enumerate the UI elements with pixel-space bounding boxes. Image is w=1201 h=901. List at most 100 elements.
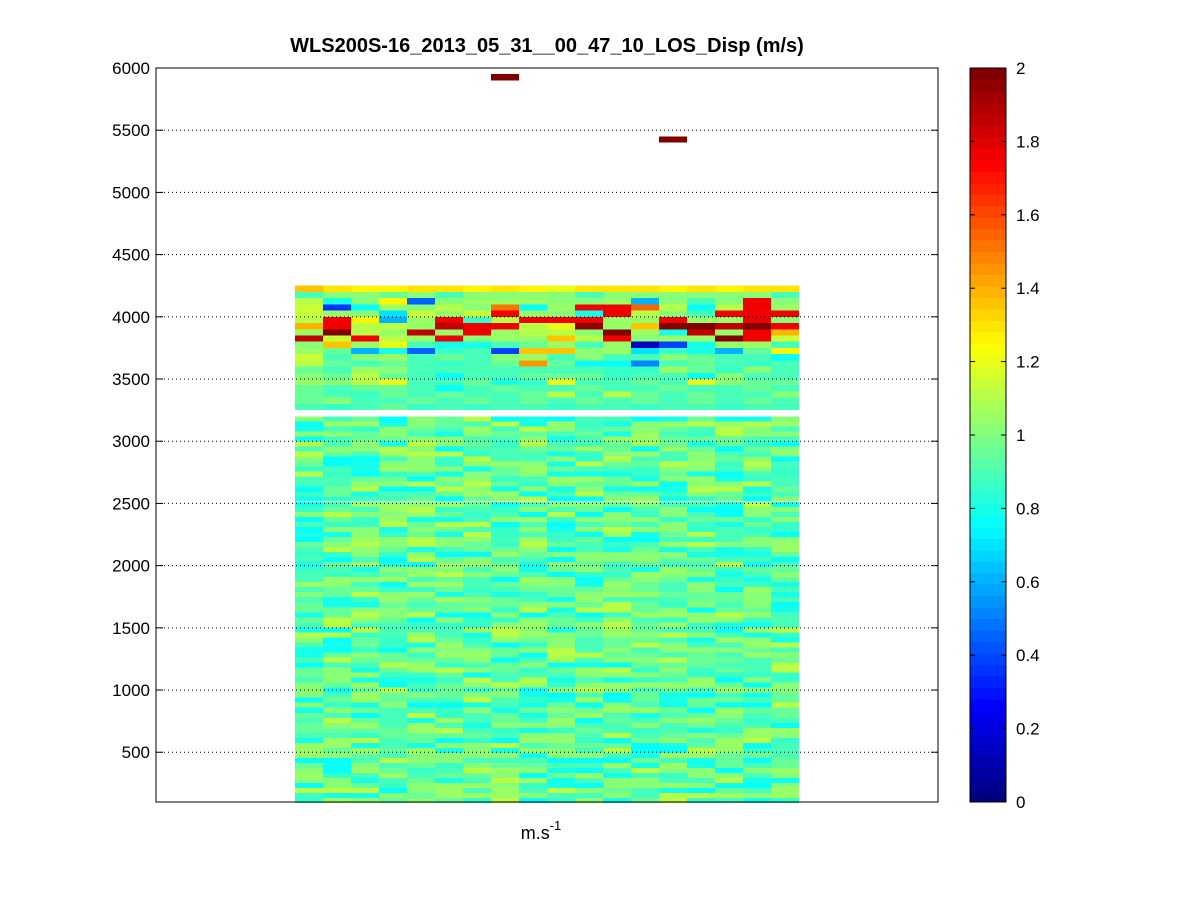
heatmap-cell	[491, 379, 519, 386]
heatmap-cell	[687, 481, 715, 487]
heatmap-cell	[575, 491, 603, 497]
heatmap-cell	[603, 298, 631, 305]
heatmap-cell	[575, 773, 603, 779]
heatmap-cell	[771, 768, 799, 774]
heatmap-cell	[407, 707, 435, 713]
heatmap-cell	[771, 354, 799, 361]
heatmap-cell	[715, 536, 743, 542]
heatmap-cell	[659, 642, 687, 648]
heatmap-cell	[379, 637, 407, 643]
heatmap-cell	[547, 642, 575, 648]
heatmap-cell	[519, 597, 547, 603]
heatmap-cell	[519, 773, 547, 779]
heatmap-cell	[547, 632, 575, 638]
heatmap-cell	[547, 521, 575, 527]
heatmap-cell	[435, 752, 463, 758]
heatmap-cell	[743, 572, 771, 578]
heatmap-cell	[491, 707, 519, 713]
colorbar-level	[970, 629, 1006, 643]
heatmap-cell	[743, 366, 771, 373]
heatmap-cell	[351, 742, 379, 748]
heatmap-cell	[631, 426, 659, 432]
heatmap-cell	[435, 677, 463, 683]
heatmap-cell	[295, 341, 323, 348]
heatmap-cell	[687, 441, 715, 447]
heatmap-cell	[323, 536, 351, 542]
y-axis-ticks: 5001000150020002500300035004000450050005…	[112, 59, 938, 762]
colorbar-tick-label: 0.6	[1016, 573, 1040, 592]
heatmap-cell	[323, 567, 351, 573]
heatmap-cell	[519, 702, 547, 708]
heatmap-cell	[519, 657, 547, 663]
heatmap-cell	[771, 752, 799, 758]
heatmap-cell	[463, 727, 491, 733]
heatmap-cell	[295, 496, 323, 502]
heatmap-cell	[687, 702, 715, 708]
heatmap-cell	[295, 335, 323, 342]
heatmap-cell	[575, 436, 603, 442]
heatmap-cell	[631, 607, 659, 613]
heatmap-cell	[491, 298, 519, 305]
heatmap-cell	[771, 627, 799, 633]
heatmap-cell	[323, 285, 351, 292]
heatmap-cell	[575, 526, 603, 532]
heatmap-cell	[435, 360, 463, 367]
colorbar-level	[970, 641, 1006, 654]
heatmap-cell	[771, 486, 799, 492]
heatmap-cell	[743, 551, 771, 558]
heatmap-cell	[407, 737, 435, 743]
heatmap-cell	[379, 752, 407, 758]
heatmap-cell	[631, 551, 659, 558]
heatmap-cell	[379, 481, 407, 487]
heatmap-cell	[575, 582, 603, 588]
heatmap-cell	[463, 421, 491, 427]
heatmap-cell	[295, 506, 323, 512]
colorbar-level	[970, 297, 1006, 310]
heatmap-cell	[771, 323, 799, 330]
heatmap-cell	[603, 788, 631, 794]
heatmap-cell	[491, 446, 519, 452]
heatmap-cell	[547, 431, 575, 437]
heatmap-cell	[351, 285, 379, 292]
heatmap-cell	[659, 421, 687, 427]
colorbar-level	[970, 262, 1006, 276]
heatmap-cell	[379, 667, 407, 673]
heatmap-cell	[351, 617, 379, 623]
heatmap-cell	[435, 347, 463, 355]
heatmap-cell	[379, 436, 407, 442]
heatmap-cell	[463, 476, 491, 482]
heatmap-cell	[715, 323, 743, 330]
heatmap-cell	[323, 582, 351, 588]
heatmap-cell	[463, 304, 491, 311]
heatmap-cell	[659, 496, 687, 502]
heatmap-cell	[351, 692, 379, 698]
heatmap-cell	[631, 285, 659, 292]
heatmap-cell	[659, 441, 687, 447]
heatmap-cell	[715, 732, 743, 738]
heatmap-cell	[407, 793, 435, 799]
heatmap-cell	[687, 567, 715, 573]
heatmap-cell	[379, 461, 407, 467]
heatmap-cell	[463, 372, 491, 380]
heatmap-cell	[379, 712, 407, 718]
heatmap-cell	[379, 486, 407, 492]
heatmap-cell	[547, 763, 575, 769]
heatmap-cell	[575, 461, 603, 467]
heatmap-cell	[687, 397, 715, 404]
heatmap-cell	[659, 385, 687, 392]
heatmap-cell	[519, 310, 547, 317]
heatmap-cell	[743, 778, 771, 784]
heatmap-cell	[407, 360, 435, 367]
heatmap-cell	[519, 697, 547, 703]
heatmap-cell	[715, 672, 743, 678]
heatmap-cell	[407, 323, 435, 330]
heatmap-cell	[407, 491, 435, 497]
heatmap-cell	[603, 657, 631, 663]
heatmap-cell	[715, 379, 743, 386]
heatmap-cell	[659, 316, 687, 324]
heatmap-cell	[715, 501, 743, 507]
heatmap-cell	[715, 602, 743, 608]
heatmap-cell	[715, 416, 743, 422]
heatmap-cell	[743, 347, 771, 355]
heatmap-cell	[631, 379, 659, 386]
